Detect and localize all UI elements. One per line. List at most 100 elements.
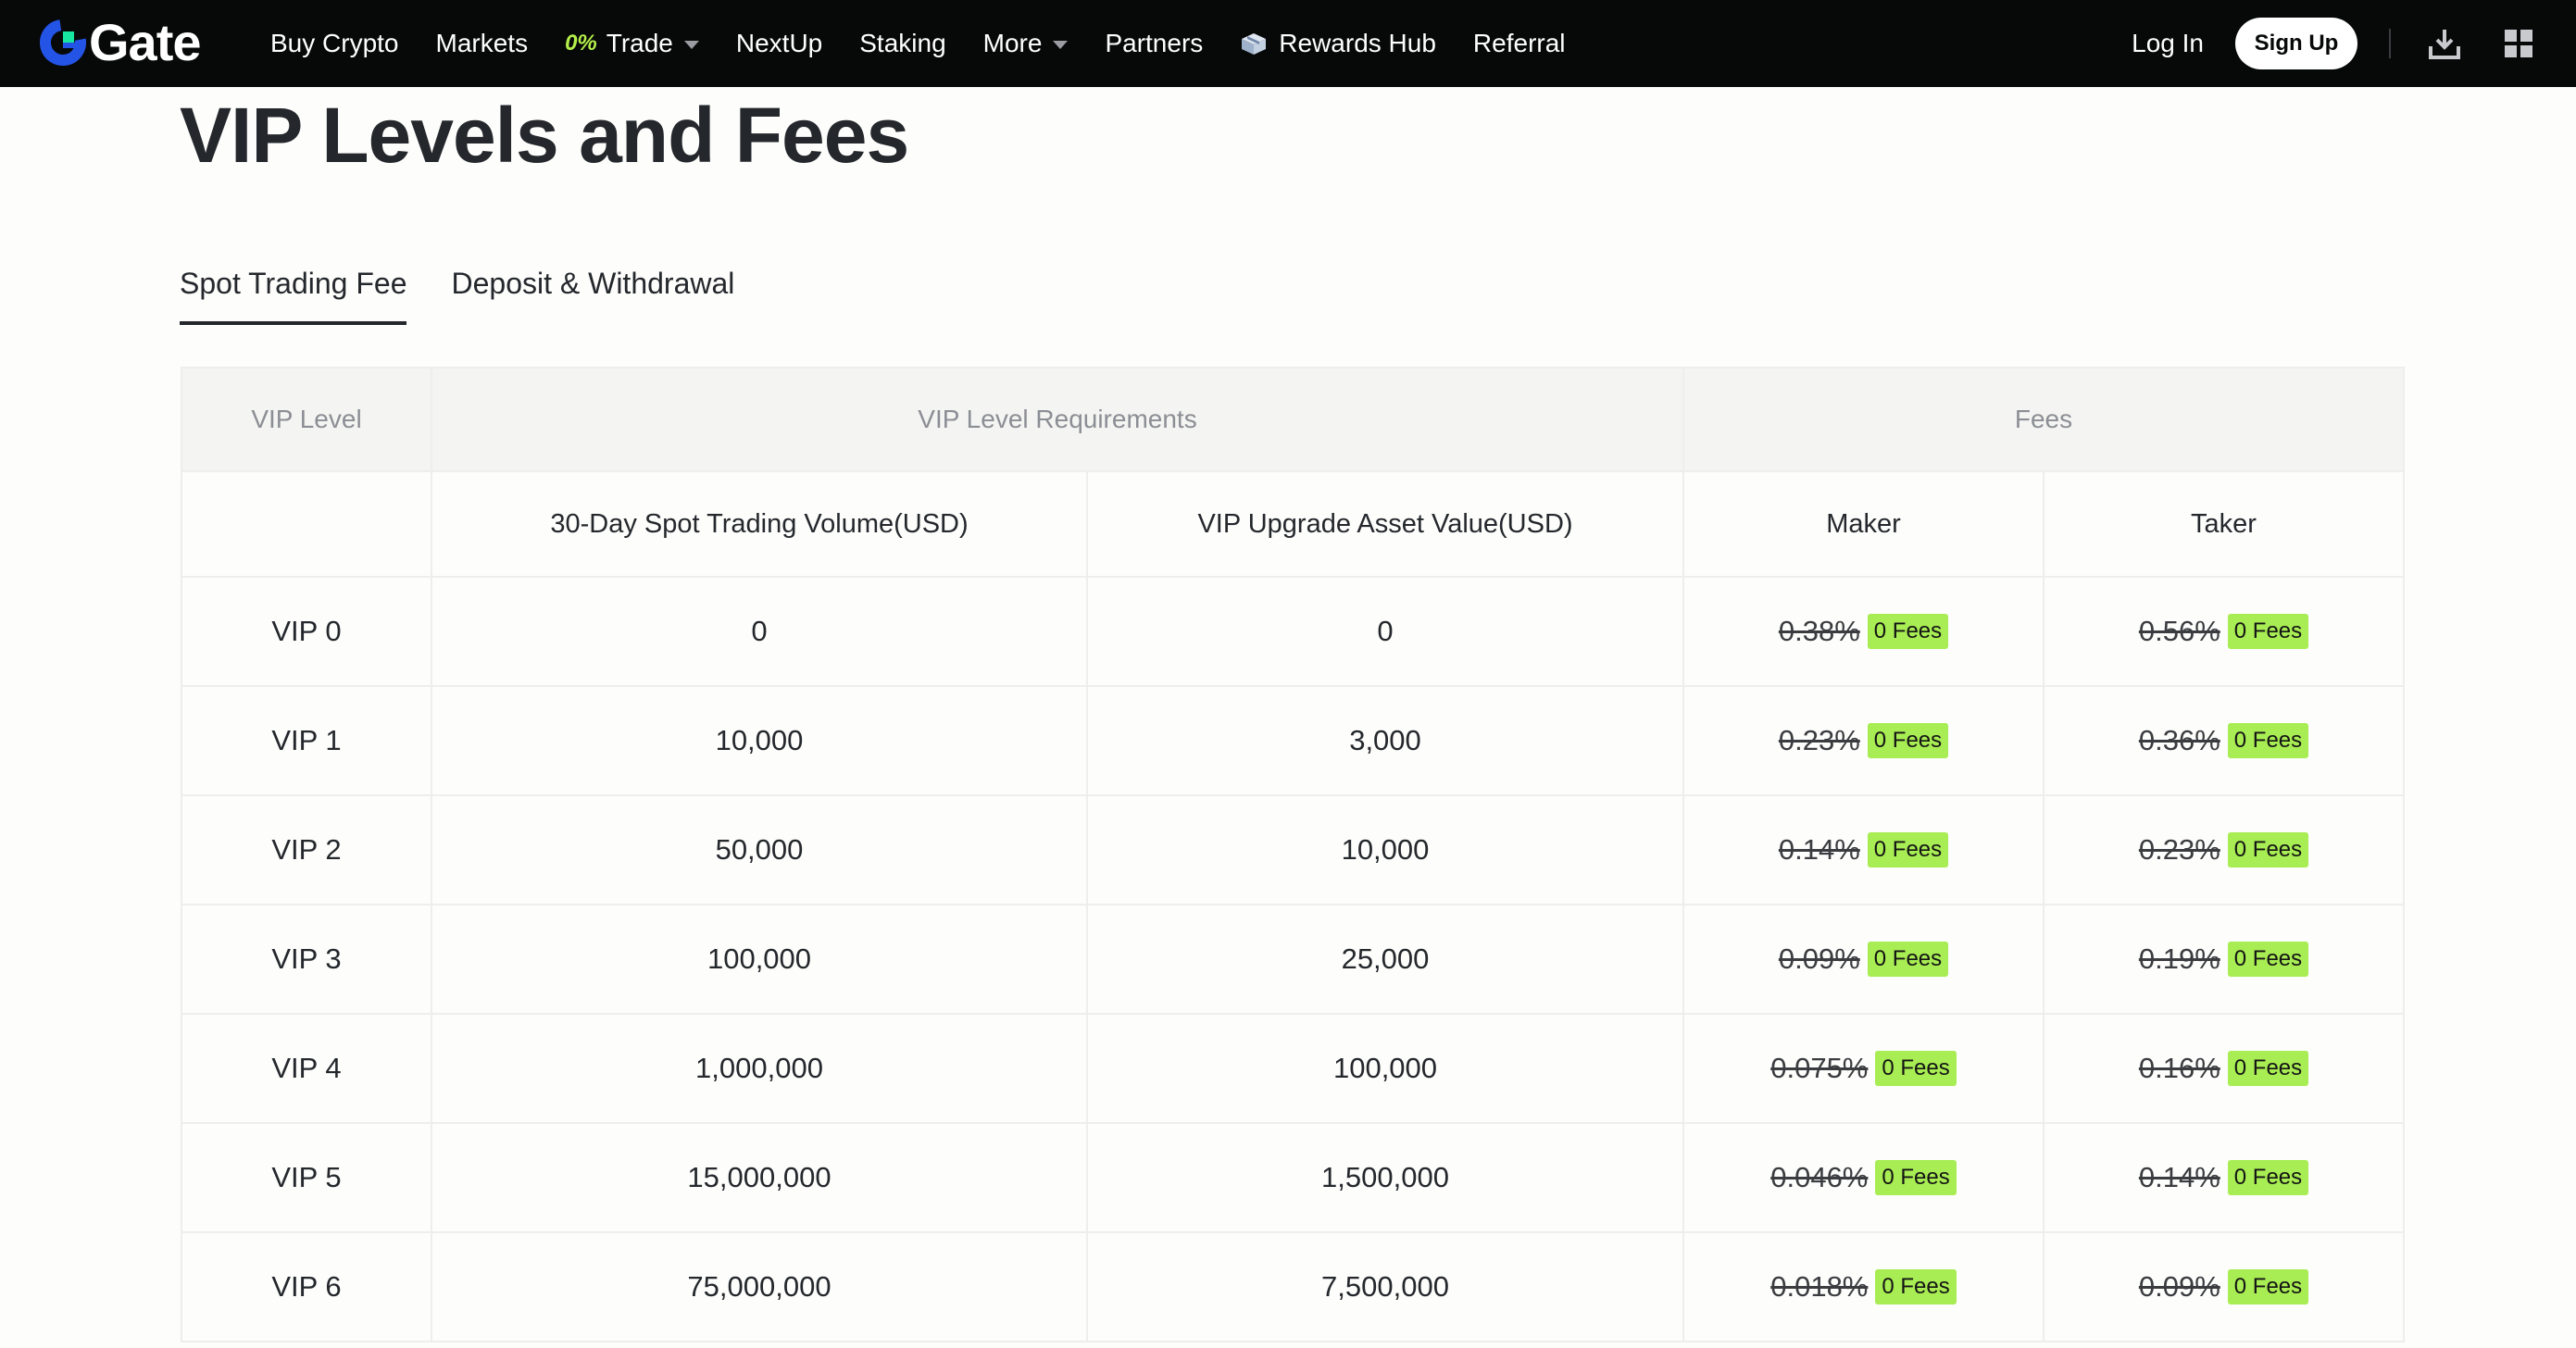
nav-item-label: Trade: [606, 29, 673, 57]
level-cell: VIP 2: [181, 794, 432, 905]
vip-fee-table: VIP Level VIP Level Requirements Fees 30…: [181, 367, 2405, 1342]
zero-fees-badge: 0 Fees: [2227, 832, 2309, 867]
download-icon-svg: [2429, 30, 2460, 59]
volume-cell: 75,000,000: [431, 1231, 1088, 1342]
table-sub-header: 30-Day Spot Trading Volume(USD) VIP Upgr…: [181, 470, 2405, 578]
zero-fees-badge: 0 Fees: [1867, 832, 1949, 867]
gate-logo-icon: [40, 19, 86, 66]
nav-nextup[interactable]: NextUp: [736, 29, 822, 58]
original-fee-rate: 0.38%: [1778, 615, 1860, 647]
taker-fee-cell: 0.36% 0 Fees: [2043, 685, 2405, 796]
signup-button[interactable]: Sign Up: [2235, 18, 2357, 69]
zero-fees-badge: 0 Fees: [2227, 942, 2309, 977]
table-row: VIP 4 1,000,000 100,000 0.075% 0 Fees 0.16% 0 …: [181, 1013, 2405, 1124]
original-fee-rate: 0.23%: [1778, 724, 1860, 756]
taker-fee-cell: 0.56% 0 Fees: [2043, 576, 2405, 687]
asset-cell: 100,000: [1086, 1013, 1684, 1124]
header-volume: 30-Day Spot Trading Volume(USD): [431, 470, 1088, 578]
zero-fees-badge: 0 Fees: [1867, 723, 1949, 758]
nav-rewards-hub[interactable]: Rewards Hub: [1240, 29, 1436, 58]
taker-fee: 0.56% 0 Fees: [2138, 614, 2309, 649]
taker-fee-cell: 0.16% 0 Fees: [2043, 1013, 2405, 1124]
nav-markets[interactable]: Markets: [436, 29, 529, 58]
nav-referral[interactable]: Referral: [1473, 29, 1566, 58]
nav-item-label: Staking: [859, 29, 946, 57]
header-fees: Fees: [1682, 367, 2405, 472]
top-nav: Gate Buy Crypto Markets 0% Trade NextUp …: [0, 0, 2576, 87]
table-row: VIP 0 0 0 0.38% 0 Fees 0.56% 0 Fees: [181, 576, 2405, 687]
zero-fees-badge: 0 Fees: [2227, 1269, 2309, 1304]
nav-item-label: Markets: [435, 29, 529, 57]
nav-item-label: Buy Crypto: [270, 29, 399, 57]
volume-cell: 15,000,000: [431, 1122, 1088, 1233]
asset-cell: 1,500,000: [1086, 1122, 1684, 1233]
taker-fee: 0.36% 0 Fees: [2138, 723, 2309, 758]
nav-more[interactable]: More: [983, 29, 1069, 58]
volume-cell: 1,000,000: [431, 1013, 1088, 1124]
chevron-down-icon: [683, 40, 699, 49]
original-fee-rate: 0.09%: [2138, 1270, 2220, 1303]
table-row: VIP 1 10,000 3,000 0.23% 0 Fees 0.36% 0 Fees: [181, 685, 2405, 796]
nav-item-label: More: [982, 29, 1043, 57]
original-fee-rate: 0.23%: [2138, 833, 2220, 866]
nav-links: Buy Crypto Markets 0% Trade NextUp Staki…: [270, 0, 1603, 87]
original-fee-rate: 0.075%: [1770, 1052, 1869, 1084]
volume-cell: 100,000: [431, 904, 1088, 1015]
chevron-down-icon: [1053, 40, 1069, 49]
taker-fee-cell: 0.14% 0 Fees: [2043, 1122, 2405, 1233]
taker-fee-cell: 0.09% 0 Fees: [2043, 1231, 2405, 1342]
tab-spot-trading-fee[interactable]: Spot Trading Fee: [180, 267, 407, 325]
nav-item-label: Partners: [1105, 29, 1204, 57]
gift-box-icon: [1242, 33, 1267, 55]
nav-item-label: NextUp: [735, 29, 823, 57]
maker-fee-cell: 0.09% 0 Fees: [1682, 904, 2045, 1015]
nav-trade[interactable]: 0% Trade: [565, 29, 699, 58]
original-fee-rate: 0.14%: [2138, 1161, 2220, 1193]
zero-fee-badge: 0%: [565, 31, 597, 56]
original-fee-rate: 0.018%: [1770, 1270, 1869, 1303]
original-fee-rate: 0.16%: [2138, 1052, 2220, 1084]
nav-divider: [2389, 29, 2391, 58]
original-fee-rate: 0.36%: [2138, 724, 2220, 756]
zero-fees-badge: 0 Fees: [2227, 1160, 2309, 1195]
asset-cell: 25,000: [1086, 904, 1684, 1015]
volume-cell: 50,000: [431, 794, 1088, 905]
header-taker: Taker: [2043, 470, 2405, 578]
nav-partners[interactable]: Partners: [1105, 29, 1203, 58]
table-row: VIP 3 100,000 25,000 0.09% 0 Fees 0.19% 0 Fees: [181, 904, 2405, 1015]
original-fee-rate: 0.14%: [1778, 833, 1860, 866]
maker-fee-cell: 0.075% 0 Fees: [1682, 1013, 2045, 1124]
grid-menu-icon-svg: [2505, 30, 2532, 57]
original-fee-rate: 0.56%: [2138, 615, 2220, 647]
volume-cell: 10,000: [431, 685, 1088, 796]
volume-cell: 0: [431, 576, 1088, 687]
asset-cell: 10,000: [1086, 794, 1684, 905]
header-asset: VIP Upgrade Asset Value(USD): [1086, 470, 1684, 578]
header-vip-level: VIP Level: [181, 367, 432, 472]
nav-buy-crypto[interactable]: Buy Crypto: [270, 29, 399, 58]
page-title: VIP Levels and Fees: [180, 92, 909, 179]
gate-logo[interactable]: Gate: [39, 13, 201, 71]
header-maker: Maker: [1682, 470, 2045, 578]
level-cell: VIP 5: [181, 1122, 432, 1233]
zero-fees-badge: 0 Fees: [1867, 942, 1949, 977]
maker-fee: 0.38% 0 Fees: [1778, 614, 1949, 649]
asset-cell: 0: [1086, 576, 1684, 687]
nav-staking[interactable]: Staking: [859, 29, 945, 58]
grid-menu-icon[interactable]: [2500, 25, 2537, 62]
taker-fee-cell: 0.23% 0 Fees: [2043, 794, 2405, 905]
taker-fee: 0.16% 0 Fees: [2138, 1051, 2309, 1086]
tab-deposit-withdrawal[interactable]: Deposit & Withdrawal: [451, 267, 735, 300]
header-empty: [181, 470, 432, 578]
login-link[interactable]: Log In: [2132, 29, 2204, 57]
level-cell: VIP 6: [181, 1231, 432, 1342]
maker-fee: 0.09% 0 Fees: [1779, 942, 1949, 977]
taker-fee: 0.19% 0 Fees: [2139, 942, 2309, 977]
nav-item-label: Rewards Hub: [1279, 29, 1436, 57]
download-icon[interactable]: [2426, 25, 2463, 62]
nav-right: Log In Sign Up: [2132, 0, 2576, 87]
maker-fee: 0.23% 0 Fees: [1778, 723, 1949, 758]
header-requirements: VIP Level Requirements: [431, 367, 1684, 472]
original-fee-rate: 0.046%: [1770, 1161, 1869, 1193]
brand-name: Gate: [89, 13, 201, 71]
